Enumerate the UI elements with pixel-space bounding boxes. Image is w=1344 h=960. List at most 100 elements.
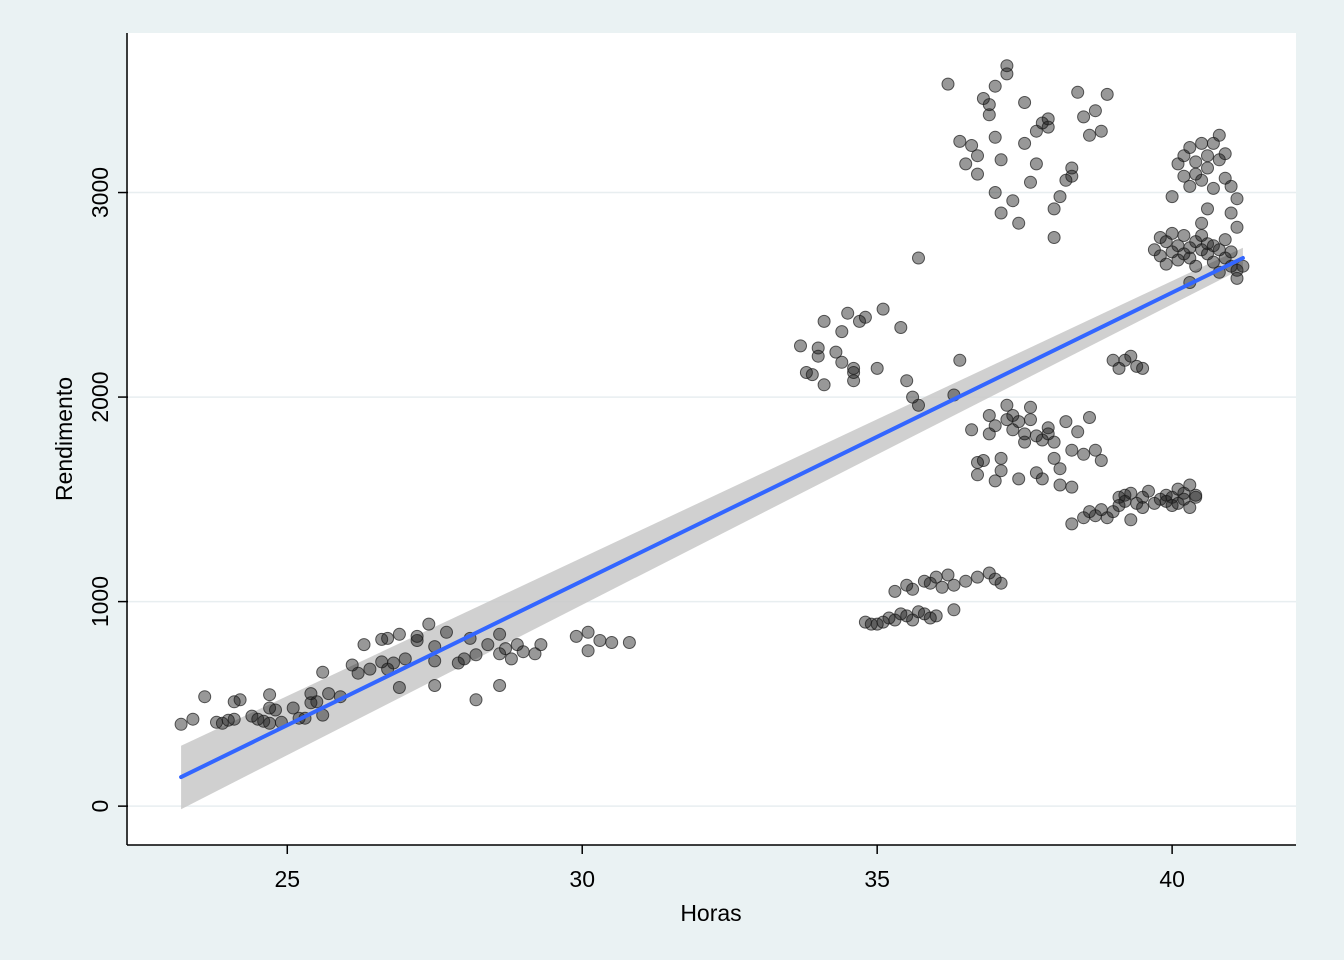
data-point bbox=[817, 314, 831, 328]
data-point bbox=[971, 167, 984, 181]
data-point bbox=[847, 374, 861, 388]
data-point bbox=[1206, 181, 1220, 195]
data-point bbox=[351, 666, 365, 680]
data-point bbox=[971, 149, 984, 163]
data-point bbox=[392, 627, 406, 641]
data-point bbox=[186, 712, 200, 726]
data-point bbox=[233, 693, 247, 707]
data-point bbox=[1142, 484, 1155, 498]
data-point bbox=[457, 652, 471, 666]
data-point bbox=[381, 631, 395, 645]
data-point bbox=[1018, 136, 1032, 150]
data-point bbox=[1136, 501, 1150, 514]
y-tick-label: 0 bbox=[87, 800, 113, 813]
data-point bbox=[357, 638, 371, 652]
data-point bbox=[976, 454, 990, 467]
data-point bbox=[263, 716, 277, 730]
data-point bbox=[1006, 194, 1020, 208]
data-point bbox=[316, 665, 330, 679]
data-point bbox=[1183, 501, 1197, 514]
data-point bbox=[528, 647, 542, 661]
data-point bbox=[1218, 233, 1232, 247]
data-point bbox=[1201, 161, 1214, 175]
data-point bbox=[1053, 478, 1067, 492]
data-point bbox=[1189, 155, 1203, 169]
fit-line bbox=[179, 255, 1245, 780]
data-point bbox=[1183, 478, 1197, 492]
data-point bbox=[1201, 149, 1214, 163]
data-point bbox=[1218, 147, 1232, 161]
data-point bbox=[1177, 229, 1191, 242]
data-point bbox=[534, 638, 548, 652]
data-point bbox=[428, 679, 442, 692]
data-point bbox=[269, 703, 282, 717]
data-point bbox=[1165, 226, 1179, 240]
data-point bbox=[387, 656, 400, 670]
x-ticks: 25 30 35 40 bbox=[274, 845, 1185, 892]
data-point bbox=[935, 580, 949, 594]
data-point bbox=[794, 339, 807, 353]
data-point bbox=[1189, 259, 1203, 273]
data-point bbox=[1230, 271, 1244, 285]
x-tick-label: 35 bbox=[864, 866, 890, 892]
data-point bbox=[410, 629, 424, 643]
data-point bbox=[1189, 488, 1203, 502]
data-point bbox=[835, 325, 849, 339]
data-point bbox=[493, 679, 507, 692]
data-point bbox=[1088, 104, 1102, 118]
data-point bbox=[469, 648, 483, 662]
data-point bbox=[1065, 480, 1079, 494]
data-point bbox=[493, 627, 507, 641]
data-point bbox=[988, 186, 1002, 199]
data-point bbox=[994, 451, 1008, 465]
data-point bbox=[912, 251, 925, 265]
data-point bbox=[469, 693, 483, 707]
data-point bbox=[593, 634, 607, 647]
data-point bbox=[941, 568, 955, 582]
data-point bbox=[817, 378, 831, 392]
data-point bbox=[971, 468, 984, 482]
data-point bbox=[410, 634, 424, 647]
data-point bbox=[398, 652, 412, 666]
data-point bbox=[988, 79, 1002, 93]
data-point bbox=[1065, 161, 1079, 175]
data-point bbox=[1077, 110, 1091, 124]
data-point bbox=[1159, 257, 1173, 271]
data-point bbox=[1088, 443, 1102, 457]
data-point bbox=[894, 321, 908, 334]
data-point bbox=[1124, 513, 1138, 527]
data-point bbox=[906, 582, 920, 596]
data-point bbox=[1047, 202, 1061, 216]
data-point bbox=[481, 638, 495, 652]
data-point bbox=[858, 310, 872, 324]
data-point bbox=[1012, 415, 1026, 429]
data-point bbox=[1083, 128, 1096, 142]
data-point bbox=[1047, 451, 1061, 465]
data-point bbox=[499, 642, 512, 656]
data-point bbox=[174, 717, 188, 731]
data-point bbox=[245, 709, 259, 723]
data-point bbox=[982, 108, 996, 122]
data-point bbox=[1035, 472, 1049, 486]
data-point bbox=[965, 423, 979, 437]
data-point bbox=[1065, 517, 1079, 531]
data-point bbox=[1230, 192, 1244, 206]
data-point bbox=[888, 584, 902, 598]
data-point bbox=[982, 98, 996, 112]
data-point bbox=[982, 409, 996, 422]
data-point bbox=[1083, 411, 1096, 424]
data-point bbox=[988, 474, 1002, 488]
data-point bbox=[1195, 173, 1209, 187]
data-point bbox=[959, 157, 973, 171]
data-point bbox=[1000, 398, 1014, 412]
x-tick-label: 25 bbox=[274, 866, 300, 892]
data-point bbox=[227, 712, 241, 726]
data-point bbox=[1100, 87, 1114, 101]
data-point bbox=[440, 625, 453, 639]
data-point bbox=[215, 716, 229, 730]
data-point bbox=[1183, 179, 1197, 193]
y-ticks: 0 1000 2000 3000 bbox=[87, 167, 128, 813]
data-point bbox=[581, 625, 595, 639]
data-point bbox=[988, 130, 1002, 144]
data-point bbox=[1195, 216, 1209, 230]
